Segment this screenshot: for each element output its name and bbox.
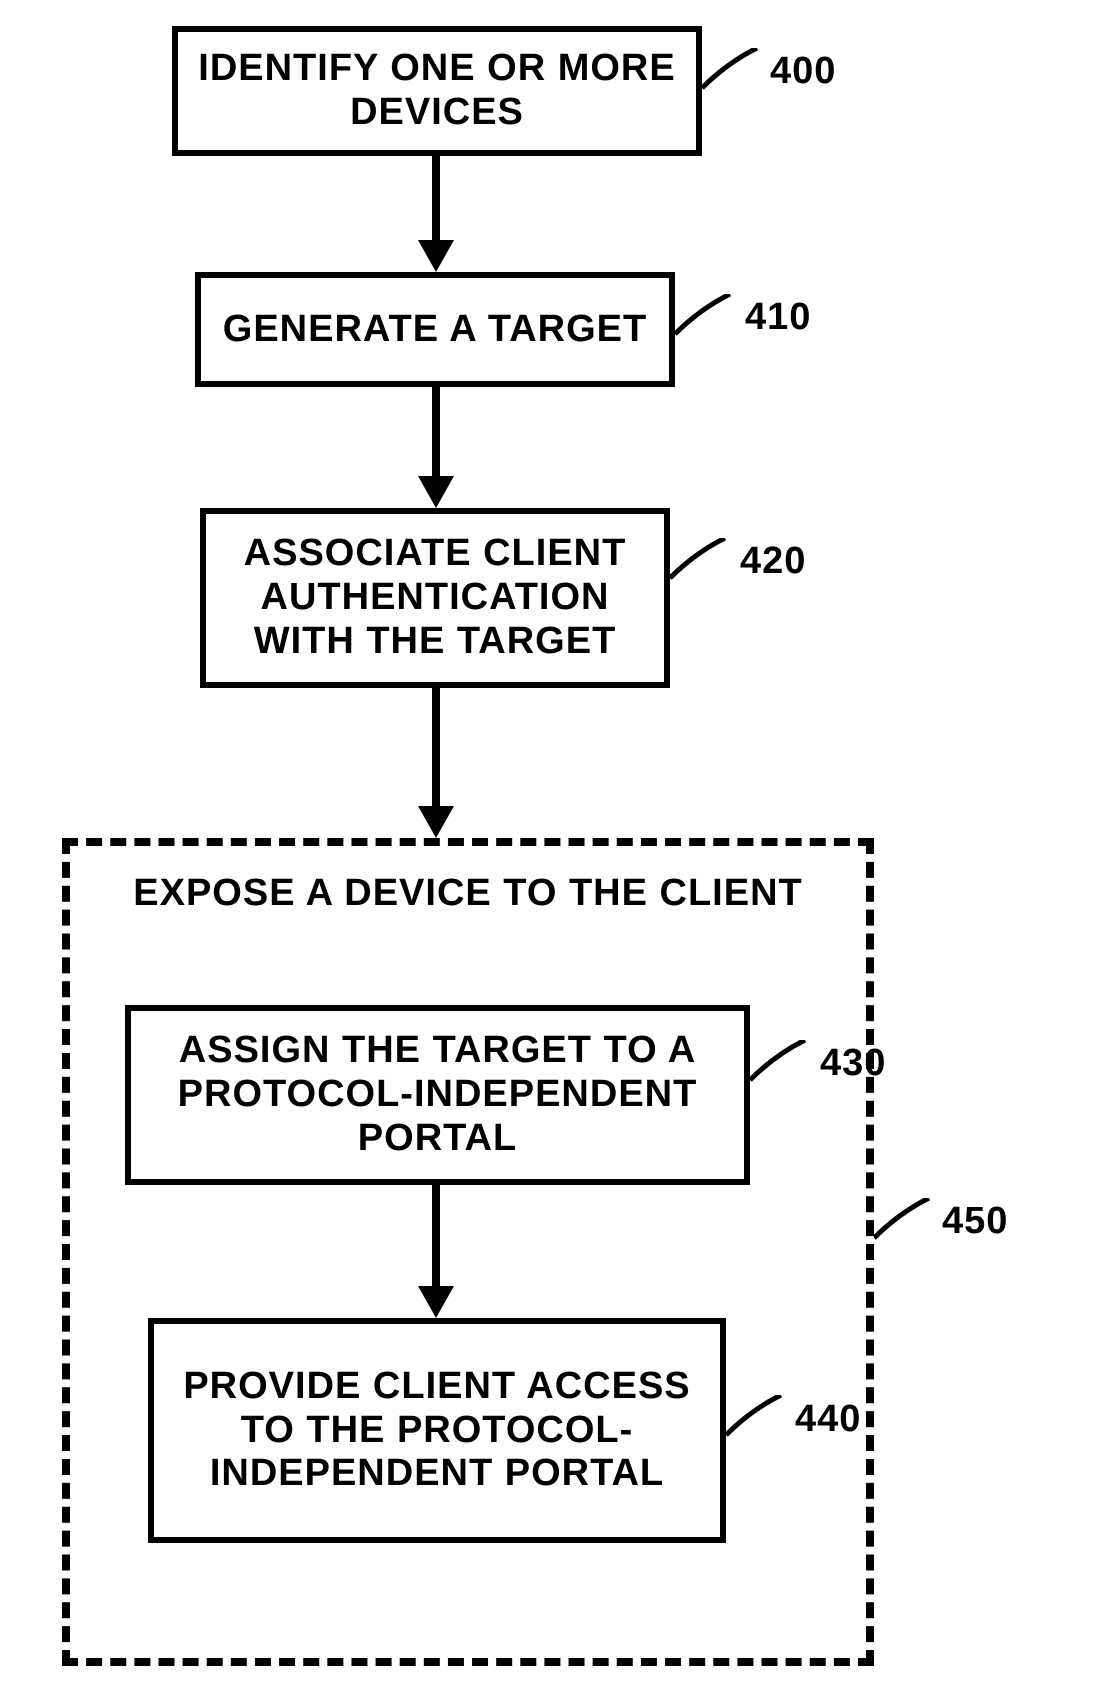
- label-410: 410: [745, 296, 811, 339]
- connector-450: [874, 1198, 944, 1253]
- label-440: 440: [795, 1398, 861, 1441]
- box-text: PROVIDE CLIENT ACCESS TO THE PROTOCOL-IN…: [174, 1365, 700, 1496]
- box-text: ASSIGN THE TARGET TO A PROTOCOL-INDEPEND…: [151, 1029, 724, 1160]
- label-400: 400: [770, 50, 836, 93]
- box-text: ASSOCIATE CLIENT AUTHENTICATION WITH THE…: [226, 532, 644, 663]
- label-420: 420: [740, 540, 806, 583]
- box-identify-devices: IDENTIFY ONE OR MORE DEVICES: [172, 26, 702, 156]
- connector-410: [675, 294, 745, 349]
- label-450: 450: [942, 1200, 1008, 1243]
- label-430: 430: [820, 1042, 886, 1085]
- container-title: EXPOSE A DEVICE TO THE CLIENT: [62, 872, 874, 916]
- connector-400: [702, 48, 772, 103]
- box-text: GENERATE A TARGET: [223, 308, 647, 352]
- box-text: IDENTIFY ONE OR MORE DEVICES: [198, 47, 676, 134]
- connector-430: [750, 1040, 820, 1095]
- box-generate-target: GENERATE A TARGET: [195, 272, 675, 387]
- flowchart-diagram: IDENTIFY ONE OR MORE DEVICES 400 GENERAT…: [0, 0, 1094, 1698]
- box-provide-access: PROVIDE CLIENT ACCESS TO THE PROTOCOL-IN…: [148, 1318, 726, 1543]
- box-assign-target: ASSIGN THE TARGET TO A PROTOCOL-INDEPEND…: [125, 1005, 750, 1185]
- box-associate-auth: ASSOCIATE CLIENT AUTHENTICATION WITH THE…: [200, 508, 670, 688]
- connector-420: [670, 538, 740, 593]
- connector-440: [726, 1395, 796, 1450]
